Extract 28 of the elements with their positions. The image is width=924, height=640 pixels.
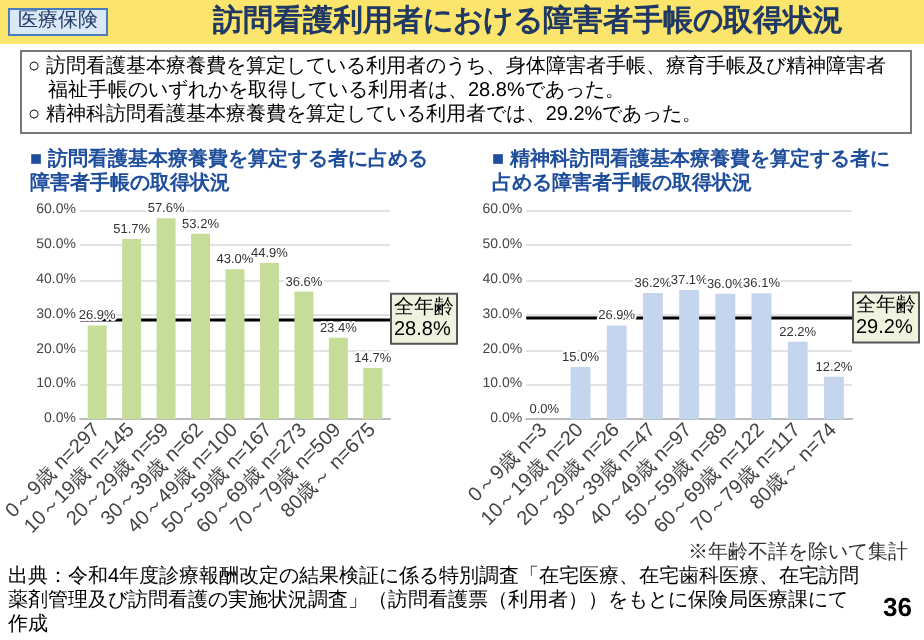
- bar: [823, 376, 844, 420]
- bar: [606, 325, 627, 420]
- text: ○ 精神科訪問看護基本療養費を算定している利用者では、29.2%であった。: [28, 104, 705, 128]
- bar: [225, 269, 245, 420]
- text: 医療保険: [8, 8, 108, 36]
- chart-title: ■ 精神科訪問看護基本療養費を算定する者に占める障害者手帳の取得状況: [492, 147, 890, 195]
- bar: [751, 293, 772, 420]
- ref-line-label: 全年齢 28.8%: [394, 294, 454, 341]
- bar: [87, 325, 107, 420]
- bar: [363, 368, 383, 420]
- bar: [259, 262, 279, 420]
- text: ○ 訪問看護基本療養費を算定している利用者のうち、身体障害者手帳、療育手帳及び精神障害者福祉手帳のいずれかを取得している利用者は、28.8%であった。: [28, 56, 888, 103]
- chart-title: ■ 訪問看護基本療養費を算定する者に占める障害者手帳の取得状況: [30, 147, 428, 195]
- text: 36: [883, 592, 912, 622]
- bar: [294, 291, 314, 420]
- bar: [191, 233, 211, 420]
- bar: [122, 238, 142, 420]
- bar: [715, 293, 736, 420]
- bar: [570, 366, 591, 420]
- text: 訪問看護利用者における障害者手帳の取得状況: [210, 4, 845, 40]
- bar: [679, 289, 700, 420]
- text: ※年齢不詳を除いて集計: [688, 542, 908, 564]
- bar: [328, 337, 348, 420]
- bar: [642, 293, 663, 420]
- source-note: 出典：令和4年度診療報酬改定の結果検証に係る特別調査「在宅医療、在宅歯科医療、在宅訪問薬剤管理及び訪問看護の実施状況調査」（訪問看護票（利用者））をもとに保険局医療課にて作成: [8, 566, 862, 638]
- bar: [787, 341, 808, 420]
- ref-line-label: 全年齢 29.2%: [856, 293, 916, 340]
- bar: [156, 218, 176, 420]
